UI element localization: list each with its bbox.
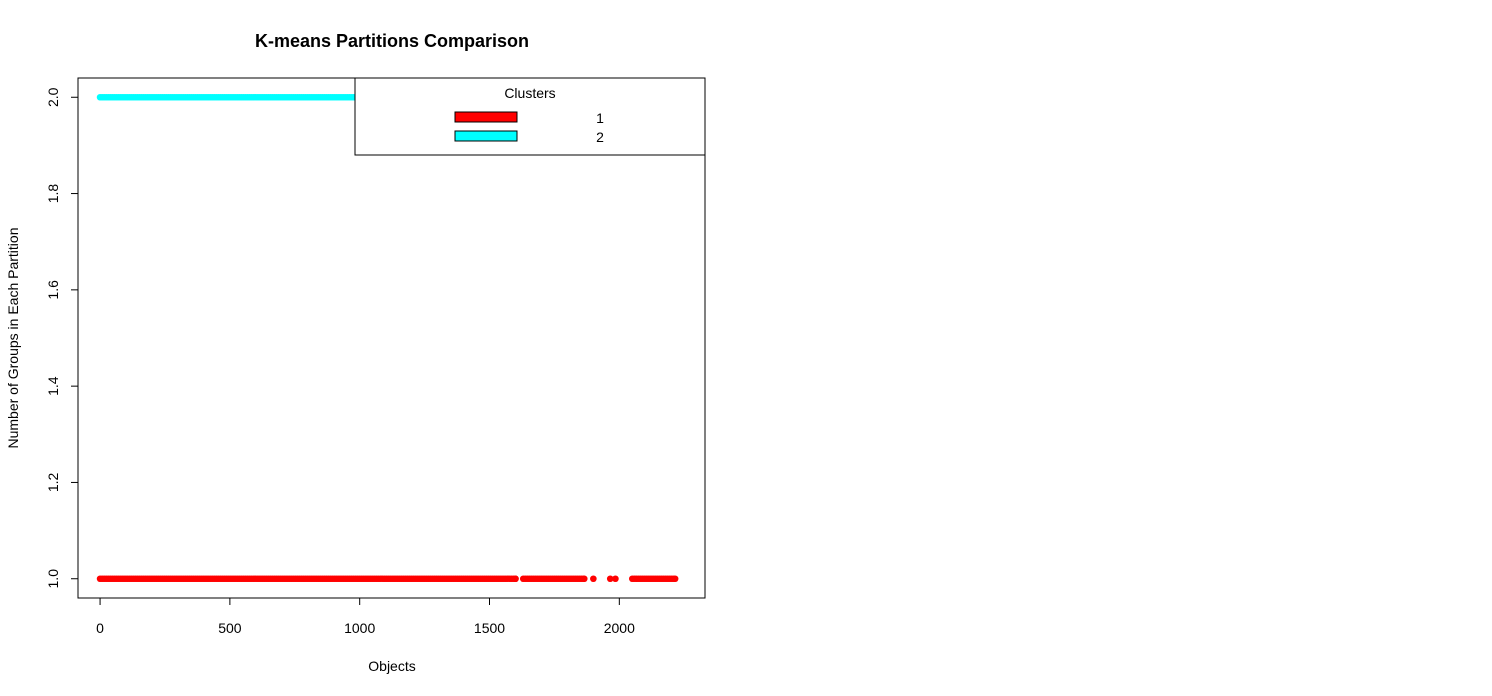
y-tick-label: 1.8 [45, 184, 61, 204]
y-tick-label: 1.6 [45, 280, 61, 300]
y-tick-label: 1.0 [45, 569, 61, 589]
y-axis: 1.0 1.2 1.4 1.6 1.8 2.0 [45, 87, 79, 589]
legend-swatch-1 [454, 111, 518, 123]
legend-title: Clusters [504, 85, 555, 101]
x-tick-label: 1500 [474, 620, 505, 636]
x-tick-label: 2000 [604, 620, 635, 636]
legend: Clusters 1 2 [354, 77, 706, 156]
x-axis-label: Objects [368, 658, 415, 674]
legend-label-1: 1 [596, 110, 604, 126]
y-tick-label: 1.4 [45, 376, 61, 396]
x-axis: 0 500 1000 1500 2000 [96, 597, 635, 636]
legend-box [354, 77, 706, 156]
data-point [590, 575, 597, 583]
x-tick-label: 0 [96, 620, 104, 636]
y-tick-label: 1.2 [45, 473, 61, 493]
plot-frame [77, 77, 706, 599]
x-tick-label: 1000 [344, 620, 375, 636]
data-point [671, 575, 679, 583]
data-point [580, 575, 588, 583]
series-2-points [96, 93, 362, 101]
x-tick-label: 500 [218, 620, 242, 636]
data-point [612, 575, 619, 583]
legend-swatch-2 [454, 130, 518, 142]
y-axis-label: Number of Groups in Each Partition [5, 228, 21, 449]
series-1-points [96, 575, 679, 583]
data-point [512, 575, 519, 583]
legend-label-2: 2 [596, 129, 604, 145]
y-tick-label: 2.0 [45, 87, 61, 107]
points-layer [96, 93, 679, 583]
data-point [606, 575, 614, 583]
chart-title: K-means Partitions Comparison [255, 31, 529, 51]
